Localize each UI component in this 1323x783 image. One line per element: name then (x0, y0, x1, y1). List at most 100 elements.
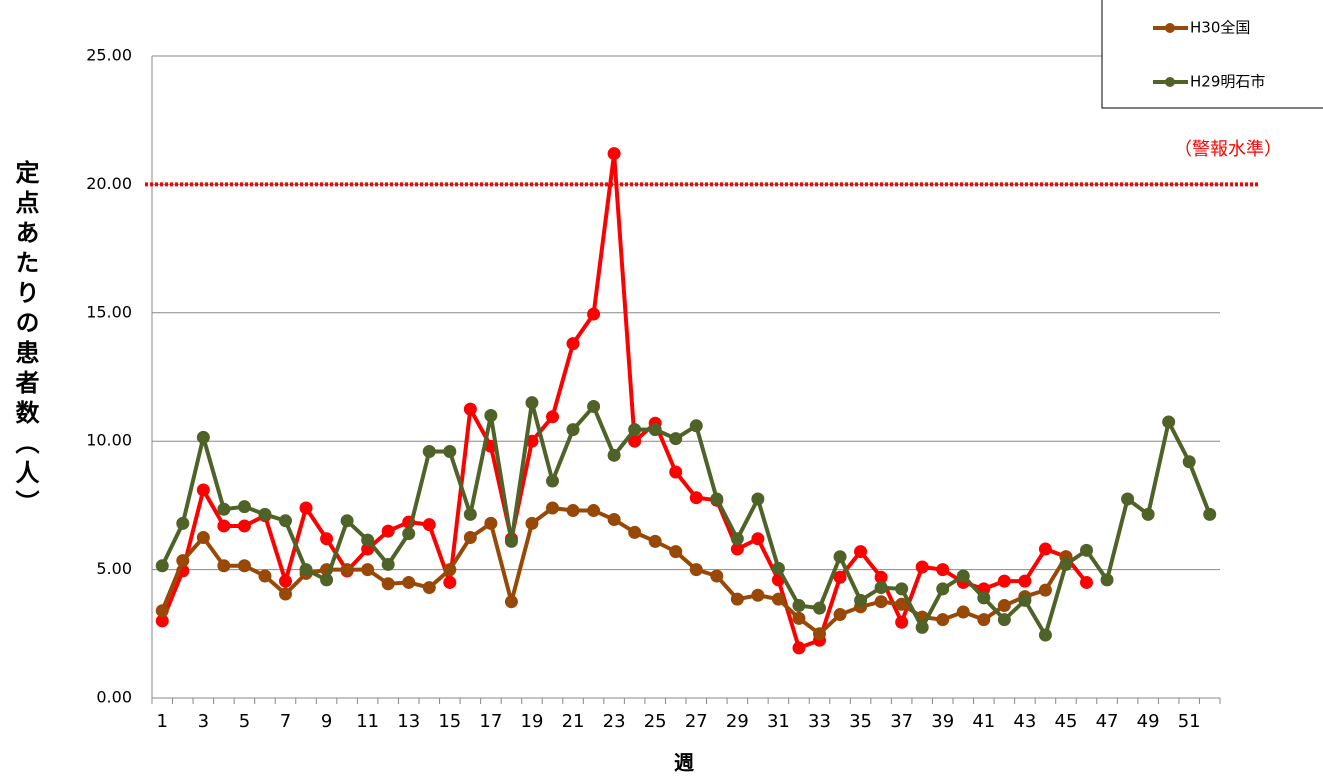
data-point (771, 561, 785, 575)
data-point (669, 432, 683, 446)
data-point (751, 492, 765, 506)
data-point (196, 483, 210, 497)
data-point (936, 563, 950, 577)
data-point (1182, 455, 1196, 469)
data-point (813, 627, 826, 641)
data-point (648, 423, 662, 437)
data-point (155, 604, 169, 618)
data-point (566, 423, 580, 437)
data-point (525, 396, 539, 410)
data-point (299, 501, 313, 515)
data-point (1080, 543, 1093, 557)
x-tick-label: 5 (239, 711, 250, 732)
data-point (587, 504, 601, 518)
data-point (1100, 573, 1114, 587)
data-point (463, 402, 477, 416)
data-point (237, 559, 251, 573)
x-tick-label: 13 (397, 711, 420, 732)
data-point (463, 531, 477, 544)
data-point (874, 595, 888, 609)
y-tick-label: 0.00 (96, 688, 132, 707)
data-point (833, 550, 847, 564)
data-point (504, 595, 518, 609)
series-line (160, 151, 1089, 650)
x-tick-label: 1 (157, 711, 168, 732)
data-point (813, 601, 826, 615)
data-point (217, 519, 231, 533)
x-tick-label: 47 (1096, 711, 1119, 732)
x-tick-label: 3 (198, 711, 209, 732)
data-point (422, 518, 436, 532)
x-tick-label: 45 (1055, 711, 1078, 732)
data-point (730, 592, 744, 606)
data-point (340, 563, 354, 577)
data-point (997, 574, 1011, 588)
data-point (176, 516, 190, 530)
data-point (217, 502, 231, 516)
data-point (792, 641, 806, 655)
data-point (1038, 583, 1052, 597)
data-point (381, 577, 395, 591)
data-point (628, 525, 642, 539)
data-point (854, 593, 868, 607)
x-tick-label: 33 (808, 711, 831, 732)
x-tick-label: 7 (280, 711, 291, 732)
data-point (484, 409, 498, 423)
data-point (587, 307, 601, 321)
data-point (237, 519, 251, 533)
data-point (340, 514, 354, 528)
x-tick-label: 25 (644, 711, 667, 732)
y-tick-label: 20.00 (86, 174, 132, 193)
data-point (628, 423, 642, 437)
data-point (1080, 575, 1093, 589)
y-tick-label: 25.00 (86, 46, 132, 65)
data-point (320, 573, 334, 587)
data-point (771, 592, 785, 606)
data-point (279, 514, 292, 528)
x-tick-label: 11 (356, 711, 379, 732)
data-point (689, 563, 703, 577)
data-point (1038, 628, 1052, 642)
data-point (751, 532, 765, 546)
data-point (997, 613, 1011, 627)
legend-label: H30全国 (1190, 19, 1250, 37)
data-point (320, 532, 334, 546)
data-point (237, 500, 251, 514)
data-point (977, 613, 991, 627)
data-point (1018, 574, 1032, 588)
data-point (443, 575, 457, 589)
data-point (279, 574, 292, 588)
data-point (443, 563, 457, 577)
x-tick-label: 17 (479, 711, 502, 732)
data-point (956, 569, 970, 583)
legend-box (1101, 0, 1323, 109)
data-point (1162, 415, 1176, 429)
alert-label: （警報水準） (1174, 139, 1282, 160)
y-tick-label: 10.00 (86, 431, 132, 450)
data-point (525, 516, 539, 530)
data-point (381, 524, 395, 538)
x-tick-label: 29 (726, 711, 749, 732)
data-point (997, 599, 1011, 613)
data-point (915, 560, 929, 574)
data-point (422, 581, 436, 595)
x-tick-label: 27 (685, 711, 708, 732)
data-point (443, 444, 457, 458)
data-point (176, 554, 190, 568)
data-point (751, 588, 765, 602)
data-point (710, 569, 724, 583)
data-point (504, 534, 518, 548)
x-tick-label: 39 (931, 711, 954, 732)
data-point (361, 563, 375, 577)
data-point (730, 532, 744, 546)
data-point (915, 620, 929, 634)
data-point (1141, 507, 1155, 521)
data-point (669, 465, 683, 479)
legend-marker (1165, 77, 1175, 87)
data-point (936, 613, 950, 627)
data-point (566, 337, 580, 351)
y-axis-title: 定点あたりの患者数（人） (11, 160, 39, 520)
x-tick-label: 49 (1137, 711, 1160, 732)
